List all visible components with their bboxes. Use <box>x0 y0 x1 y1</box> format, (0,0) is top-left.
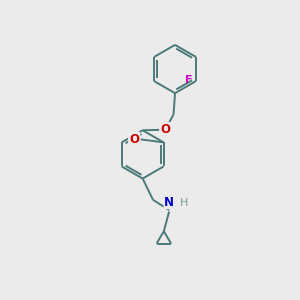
Text: H: H <box>180 198 189 208</box>
Text: O: O <box>160 123 170 136</box>
Text: N: N <box>164 196 174 208</box>
Text: O: O <box>129 133 139 146</box>
Text: F: F <box>185 75 192 85</box>
